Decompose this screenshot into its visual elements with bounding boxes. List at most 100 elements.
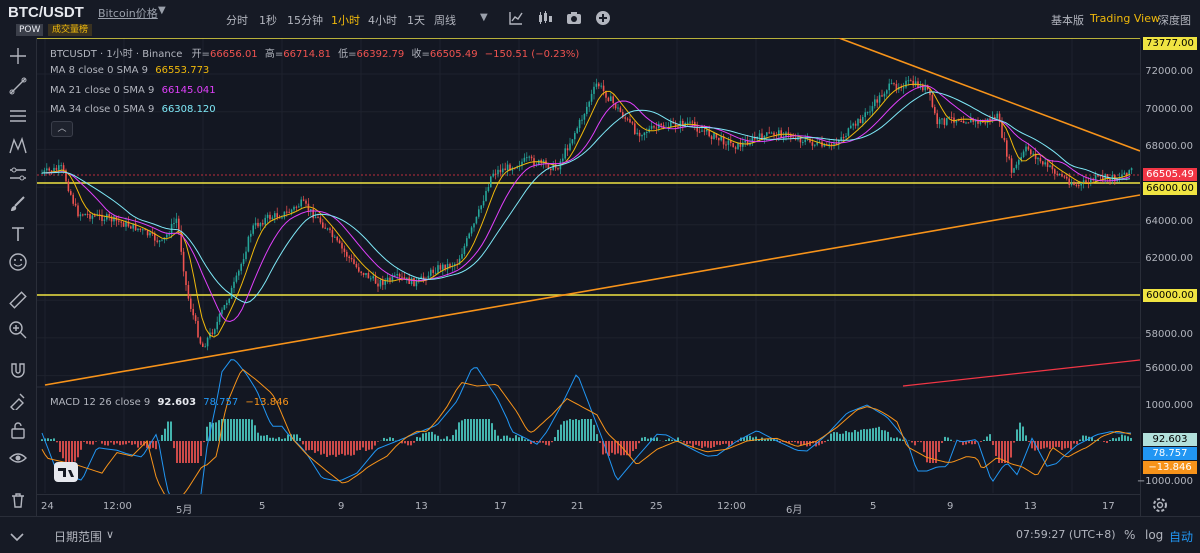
- auto-toggle[interactable]: 自动: [1169, 528, 1193, 545]
- view-tradingview[interactable]: Trading View: [1090, 12, 1160, 25]
- macd-histogram-bar: [608, 441, 610, 456]
- macd-histogram-bar: [569, 419, 571, 441]
- tab-timeframe-15m[interactable]: 15分钟: [287, 12, 323, 28]
- price-axis[interactable]: 72000.00 70000.00 68000.00 64000.00 6200…: [1140, 38, 1200, 516]
- date-range-chevron-icon[interactable]: ∨: [106, 528, 114, 541]
- candle-type-icon[interactable]: [537, 10, 553, 26]
- macd-histogram-bar: [701, 441, 703, 448]
- date-range-button[interactable]: 日期范围: [54, 528, 102, 545]
- macd-histogram-bar: [689, 441, 691, 443]
- time-axis[interactable]: 24 12:00 5月 5 9 13 17 21 25 12:00 6月 5 9…: [37, 494, 1140, 517]
- macd-histogram-bar: [422, 433, 424, 441]
- bitcoin-price-link[interactable]: Bitcoin价格: [98, 5, 158, 21]
- candle-body: [728, 141, 730, 145]
- volume-rank-badge[interactable]: 成交量榜: [48, 24, 92, 36]
- macd-tick: 1000.000: [1145, 400, 1193, 411]
- macd-histogram-bar: [1010, 441, 1012, 458]
- macd-histogram-bar: [620, 441, 622, 455]
- macd-histogram-bar: [578, 420, 580, 441]
- candle-body: [653, 126, 655, 127]
- last-price-box: 66505.49: [1143, 168, 1197, 181]
- macd-histogram-bar: [854, 430, 856, 441]
- candle-body: [147, 230, 149, 235]
- candle-body: [963, 121, 965, 123]
- lock-drawing-icon[interactable]: [8, 390, 28, 410]
- text-tool-icon[interactable]: [8, 224, 28, 244]
- close-value: 66505.49: [430, 49, 478, 60]
- candle-body: [656, 128, 658, 129]
- candle-body: [905, 81, 907, 88]
- macd-histogram-bar: [308, 441, 310, 450]
- view-basic[interactable]: 基本版: [1051, 12, 1084, 28]
- ma34-legend[interactable]: MA 34 close 0 SMA 9 66308.120: [50, 104, 216, 115]
- chevron-down-icon[interactable]: ▼: [158, 5, 166, 16]
- symbol-title[interactable]: BTC/USDT: [8, 4, 84, 21]
- chevron-down-icon[interactable]: [10, 532, 24, 542]
- trash-icon[interactable]: [8, 490, 28, 510]
- tab-timeframe-1s[interactable]: 1秒: [259, 12, 277, 28]
- log-toggle[interactable]: log: [1145, 528, 1163, 542]
- emoji-icon[interactable]: [8, 252, 28, 272]
- tab-timeframe-1w[interactable]: 周线: [434, 12, 456, 28]
- macd-histogram-bar: [50, 439, 52, 441]
- trend-line-icon[interactable]: [8, 76, 28, 96]
- crosshair-icon[interactable]: [8, 46, 28, 66]
- candle-body: [934, 107, 936, 113]
- candle-body: [502, 169, 504, 173]
- candle-body: [867, 112, 869, 113]
- time-tick: 13: [1024, 501, 1037, 512]
- add-icon[interactable]: [595, 10, 611, 26]
- macd-legend[interactable]: MACD 12 26 close 9 92.603 78.757 −13.846: [50, 397, 289, 408]
- signal-line: [42, 370, 1131, 507]
- magnet-icon[interactable]: [8, 360, 28, 380]
- candle-body: [617, 108, 619, 109]
- macd-histogram-bar: [917, 441, 919, 442]
- lock-icon[interactable]: [8, 420, 28, 440]
- resistance-price-box: 73777.00: [1143, 37, 1197, 50]
- candle-body: [214, 329, 216, 334]
- macd-histogram-bar: [986, 437, 988, 441]
- macd-histogram-bar: [275, 439, 277, 441]
- macd-histogram-bar: [665, 440, 667, 441]
- indicators-icon[interactable]: [508, 10, 524, 26]
- pattern-icon[interactable]: [8, 136, 28, 156]
- candle-body: [260, 223, 262, 226]
- macd-histogram-bar: [1022, 427, 1024, 441]
- macd-histogram-bar: [299, 438, 301, 441]
- ma21-legend[interactable]: MA 21 close 0 SMA 9 66145.041: [50, 85, 216, 96]
- measure-tool-icon[interactable]: [8, 164, 28, 184]
- timeframe-chevron-down-icon[interactable]: ▼: [480, 12, 488, 23]
- macd-histogram-bar: [155, 441, 157, 449]
- tab-timeframe-1d[interactable]: 1天: [407, 12, 425, 28]
- time-tick: 24: [41, 501, 54, 512]
- macd-histogram-bar: [839, 434, 841, 441]
- candle-body: [298, 206, 300, 207]
- macd-value-3: −13.846: [245, 397, 288, 408]
- tab-timeframe-4h[interactable]: 4小时: [368, 12, 397, 28]
- tab-timeframe-1h[interactable]: 1小时: [331, 12, 360, 28]
- brush-icon[interactable]: [8, 194, 28, 214]
- macd-histogram-bar: [251, 420, 253, 441]
- camera-icon[interactable]: [566, 10, 582, 26]
- zoom-in-icon[interactable]: [8, 320, 28, 340]
- macd-histogram-bar: [371, 441, 373, 449]
- ma8-legend[interactable]: MA 8 close 0 SMA 9 66553.773: [50, 65, 209, 76]
- percent-toggle[interactable]: %: [1124, 528, 1135, 542]
- collapse-legend-button[interactable]: ︿: [51, 121, 73, 137]
- candle-body: [507, 165, 509, 171]
- ruler-icon[interactable]: [8, 290, 28, 310]
- candle-body: [936, 113, 938, 124]
- macd-histogram-bar: [383, 438, 385, 441]
- visibility-icon[interactable]: [8, 448, 28, 468]
- candle-body: [207, 338, 209, 347]
- candle-body: [389, 278, 391, 281]
- candle-body: [699, 132, 701, 133]
- view-depth[interactable]: 深度图: [1158, 12, 1191, 28]
- candle-body: [221, 310, 223, 314]
- tab-timeframe-tick[interactable]: 分时: [226, 12, 248, 28]
- clock[interactable]: 07:59:27 (UTC+8): [1016, 528, 1116, 541]
- settings-icon[interactable]: [1150, 496, 1170, 514]
- horizontal-lines-icon[interactable]: [8, 106, 28, 126]
- macd-histogram-bar: [326, 441, 328, 457]
- candle-body: [363, 273, 365, 275]
